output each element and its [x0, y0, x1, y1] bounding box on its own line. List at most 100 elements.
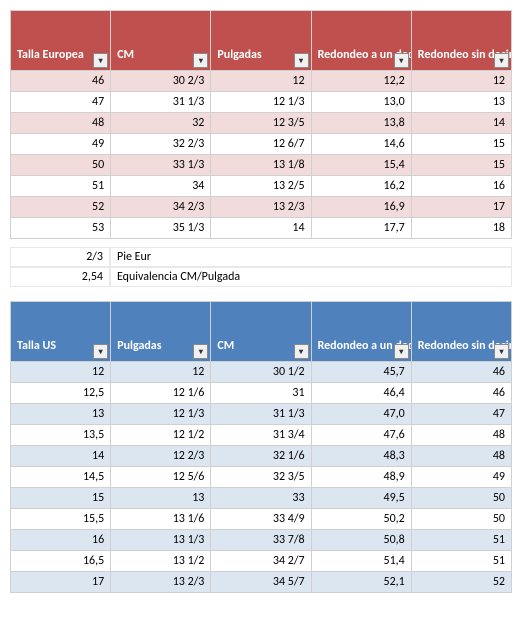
us-cell: 45,7: [311, 362, 411, 383]
filter-dropdown-icon[interactable]: ▾: [193, 53, 208, 68]
note-value: 2,54: [10, 267, 110, 287]
conversion-notes: 2/3Pie Eur2,54Equivalencia CM/Pulgada: [10, 247, 512, 287]
us-cell: 51: [411, 530, 511, 551]
eu-header-4: Redondeo sin decimales Talla US▾: [411, 11, 511, 71]
us-cell: 50: [411, 509, 511, 530]
filter-dropdown-icon[interactable]: ▾: [294, 53, 309, 68]
eu-cell: 30 2/3: [111, 71, 211, 92]
us-cell: 48,9: [311, 467, 411, 488]
table-row: 16,513 1/234 2/751,451: [11, 551, 512, 572]
us-size-table: Talla US▾Pulgadas▾CM▾Redondeo a un decim…: [10, 301, 512, 593]
us-cell: 12 1/2: [111, 425, 211, 446]
us-cell: 12: [11, 362, 111, 383]
us-cell: 16: [11, 530, 111, 551]
filter-dropdown-icon[interactable]: ▾: [394, 53, 409, 68]
us-cell: 48,3: [311, 446, 411, 467]
table-row: 14,512 5/632 3/548,949: [11, 467, 512, 488]
us-cell: 13,5: [11, 425, 111, 446]
us-cell: 12 1/6: [111, 383, 211, 404]
eu-cell: 46: [11, 71, 111, 92]
eu-cell: 50: [11, 155, 111, 176]
eu-cell: 12 6/7: [211, 134, 311, 155]
us-cell: 50,8: [311, 530, 411, 551]
table-row: 4932 2/312 6/714,615: [11, 134, 512, 155]
eu-cell: 49: [11, 134, 111, 155]
us-cell: 49,5: [311, 488, 411, 509]
table-row: 483212 3/513,814: [11, 113, 512, 134]
eu-cell: 53: [11, 218, 111, 239]
us-cell: 52,1: [311, 572, 411, 593]
filter-dropdown-icon[interactable]: ▾: [294, 344, 309, 359]
us-cell: 46,4: [311, 383, 411, 404]
eu-cell: 32: [111, 113, 211, 134]
table-row: 1312 1/331 1/347,047: [11, 404, 512, 425]
us-cell: 31 3/4: [211, 425, 311, 446]
table-row: 121230 1/245,746: [11, 362, 512, 383]
eu-header-label-0: Talla Europea: [17, 48, 104, 62]
table-row: 5234 2/313 2/316,917: [11, 197, 512, 218]
us-cell: 46: [411, 362, 511, 383]
eu-header-3: Redondeo a un decimal talla US▾: [311, 11, 411, 71]
eu-header-label-4: Redondeo sin decimales Talla US: [418, 48, 505, 62]
eu-cell: 17,7: [311, 218, 411, 239]
us-cell: 32 3/5: [211, 467, 311, 488]
eu-cell: 13 2/3: [211, 197, 311, 218]
eu-cell: 13 2/5: [211, 176, 311, 197]
eu-cell: 12,2: [311, 71, 411, 92]
us-cell: 50,2: [311, 509, 411, 530]
eu-cell: 17: [411, 197, 511, 218]
us-header-4: Redondeo sin decimales Talla EUR▾: [411, 302, 511, 362]
filter-dropdown-icon[interactable]: ▾: [494, 53, 509, 68]
table-row: 513413 2/516,216: [11, 176, 512, 197]
us-cell: 49: [411, 467, 511, 488]
eu-cell: 12 3/5: [211, 113, 311, 134]
eu-cell: 47: [11, 92, 111, 113]
us-cell: 48: [411, 446, 511, 467]
us-cell: 12 2/3: [111, 446, 211, 467]
us-cell: 13 2/3: [111, 572, 211, 593]
eu-cell: 16: [411, 176, 511, 197]
us-cell: 34 2/7: [211, 551, 311, 572]
table-row: 1613 1/333 7/850,851: [11, 530, 512, 551]
eu-cell: 35 1/3: [111, 218, 211, 239]
us-cell: 14: [11, 446, 111, 467]
filter-dropdown-icon[interactable]: ▾: [93, 53, 108, 68]
us-cell: 48: [411, 425, 511, 446]
eu-cell: 14: [411, 113, 511, 134]
eu-header-label-2: Pulgadas: [217, 48, 304, 62]
eu-cell: 34: [111, 176, 211, 197]
eu-cell: 32 2/3: [111, 134, 211, 155]
us-cell: 51,4: [311, 551, 411, 572]
eu-cell: 31 1/3: [111, 92, 211, 113]
eu-header-label-1: CM: [117, 48, 204, 62]
us-cell: 12,5: [11, 383, 111, 404]
table-row: 5335 1/31417,718: [11, 218, 512, 239]
filter-dropdown-icon[interactable]: ▾: [494, 344, 509, 359]
eu-cell: 18: [411, 218, 511, 239]
note-label: Pie Eur: [110, 247, 512, 267]
us-cell: 15,5: [11, 509, 111, 530]
us-cell: 13 1/3: [111, 530, 211, 551]
us-header-label-3: Redondeo a un decimal talla EUR: [318, 339, 405, 353]
eu-cell: 34 2/3: [111, 197, 211, 218]
eu-header-0: Talla Europea▾: [11, 11, 111, 71]
filter-dropdown-icon[interactable]: ▾: [93, 344, 108, 359]
us-cell: 15: [11, 488, 111, 509]
us-cell: 33 4/9: [211, 509, 311, 530]
us-cell: 52: [411, 572, 511, 593]
us-cell: 31: [211, 383, 311, 404]
us-cell: 32 1/6: [211, 446, 311, 467]
note-label: Equivalencia CM/Pulgada: [110, 267, 512, 287]
filter-dropdown-icon[interactable]: ▾: [394, 344, 409, 359]
eu-cell: 16,9: [311, 197, 411, 218]
eu-cell: 15: [411, 155, 511, 176]
table-row: 15,513 1/633 4/950,250: [11, 509, 512, 530]
filter-dropdown-icon[interactable]: ▾: [193, 344, 208, 359]
us-cell: 30 1/2: [211, 362, 311, 383]
us-cell: 14,5: [11, 467, 111, 488]
us-header-label-0: Talla US: [17, 339, 104, 353]
us-header-label-4: Redondeo sin decimales Talla EUR: [418, 339, 505, 353]
us-cell: 12 1/3: [111, 404, 211, 425]
us-cell: 51: [411, 551, 511, 572]
us-cell: 31 1/3: [211, 404, 311, 425]
